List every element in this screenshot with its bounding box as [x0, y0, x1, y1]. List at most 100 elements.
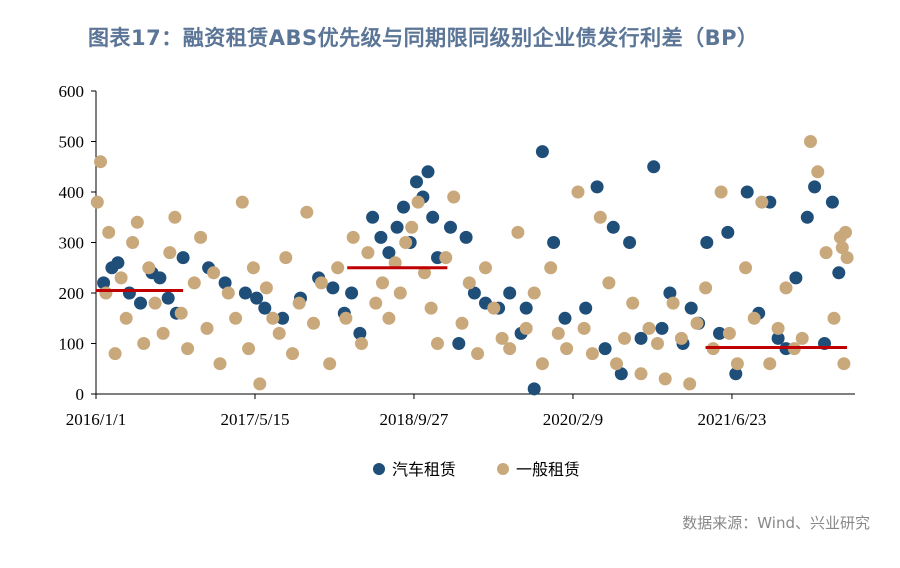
data-point: [618, 331, 631, 345]
x-tick-label: 2017/5/15: [221, 410, 290, 429]
data-point: [326, 281, 340, 295]
data-point: [122, 286, 136, 300]
x-tick-label: 2020/2/9: [543, 410, 603, 429]
data-point: [571, 185, 585, 199]
data-point: [421, 165, 435, 179]
data-point: [266, 311, 280, 325]
data-point: [721, 225, 735, 239]
data-point: [279, 251, 293, 265]
data-point: [739, 261, 753, 275]
data-point: [763, 357, 777, 371]
data-point: [771, 331, 785, 345]
data-point: [238, 286, 252, 300]
data-point: [462, 276, 476, 290]
y-axis: 0 100 200 300 400 500 600: [59, 82, 97, 404]
data-point: [156, 326, 170, 340]
data-point: [511, 225, 525, 239]
data-point: [108, 347, 122, 361]
data-point: [161, 291, 175, 305]
data-point: [634, 367, 648, 381]
x-tick-label: 2018/9/27: [379, 410, 448, 429]
y-tick-label: 300: [59, 234, 85, 253]
data-point: [519, 301, 533, 315]
data-point: [229, 311, 243, 325]
data-point: [651, 337, 664, 350]
data-point: [755, 195, 769, 209]
data-point: [431, 337, 444, 350]
data-point: [730, 357, 744, 371]
data-point: [452, 337, 466, 350]
data-point: [300, 205, 314, 219]
data-point: [97, 276, 111, 290]
data-point: [187, 276, 201, 290]
data-point: [366, 210, 380, 224]
data-point: [839, 225, 852, 239]
data-point: [655, 321, 669, 335]
data-point: [771, 321, 785, 335]
data-point: [459, 230, 473, 244]
x-tick-label: 2021/6/23: [697, 410, 766, 429]
data-point: [345, 286, 359, 300]
data-point: [307, 316, 320, 330]
data-point: [647, 160, 661, 174]
data-point: [174, 306, 188, 320]
data-point: [832, 266, 846, 280]
data-point: [626, 296, 640, 310]
data-point: [447, 190, 461, 204]
data-point: [579, 301, 593, 315]
data-point: [194, 230, 208, 244]
data-point: [544, 261, 558, 275]
data-point: [292, 296, 306, 310]
data-point: [519, 321, 533, 335]
data-point: [684, 301, 698, 315]
data-point: [444, 220, 457, 234]
data-point: [808, 180, 822, 194]
y-tick-label: 100: [59, 335, 85, 354]
data-point: [331, 261, 345, 275]
data-point: [527, 286, 541, 300]
data-point: [527, 382, 541, 396]
data-point: [837, 357, 851, 371]
data-point: [663, 286, 677, 300]
data-point: [827, 311, 841, 325]
data-point: [426, 210, 440, 224]
data-point: [339, 311, 353, 325]
data-point: [390, 220, 404, 234]
data-point: [376, 276, 389, 290]
data-point: [467, 286, 481, 300]
y-tick-label: 600: [59, 82, 85, 101]
data-point: [111, 256, 125, 270]
reference-lines: [96, 266, 848, 350]
data-point: [355, 337, 368, 350]
data-point: [585, 347, 599, 361]
data-point: [314, 276, 328, 290]
data-point: [286, 347, 299, 361]
data-point: [535, 357, 549, 371]
data-point: [411, 195, 425, 209]
data-point: [99, 286, 113, 300]
data-point: [487, 301, 501, 315]
data-point: [94, 155, 107, 169]
data-point: [168, 210, 182, 224]
y-tick-label: 0: [76, 385, 85, 404]
data-point: [418, 266, 431, 280]
data-point: [200, 321, 214, 335]
data-point: [634, 331, 648, 345]
data-point: [593, 210, 607, 224]
data-point: [134, 296, 147, 310]
data-point: [119, 311, 133, 325]
legend: 汽车租赁 一般租赁: [373, 460, 580, 479]
data-point: [598, 342, 612, 356]
data-point: [130, 215, 144, 229]
data-point: [397, 200, 410, 214]
data-point: [495, 331, 509, 345]
data-point: [455, 316, 469, 330]
data-point: [346, 230, 360, 244]
plot-area: [90, 135, 854, 396]
data-point: [353, 326, 367, 340]
data-point: [272, 326, 286, 340]
data-point: [142, 261, 156, 275]
data-point: [800, 210, 814, 224]
data-point: [235, 195, 249, 209]
data-point: [560, 342, 574, 356]
